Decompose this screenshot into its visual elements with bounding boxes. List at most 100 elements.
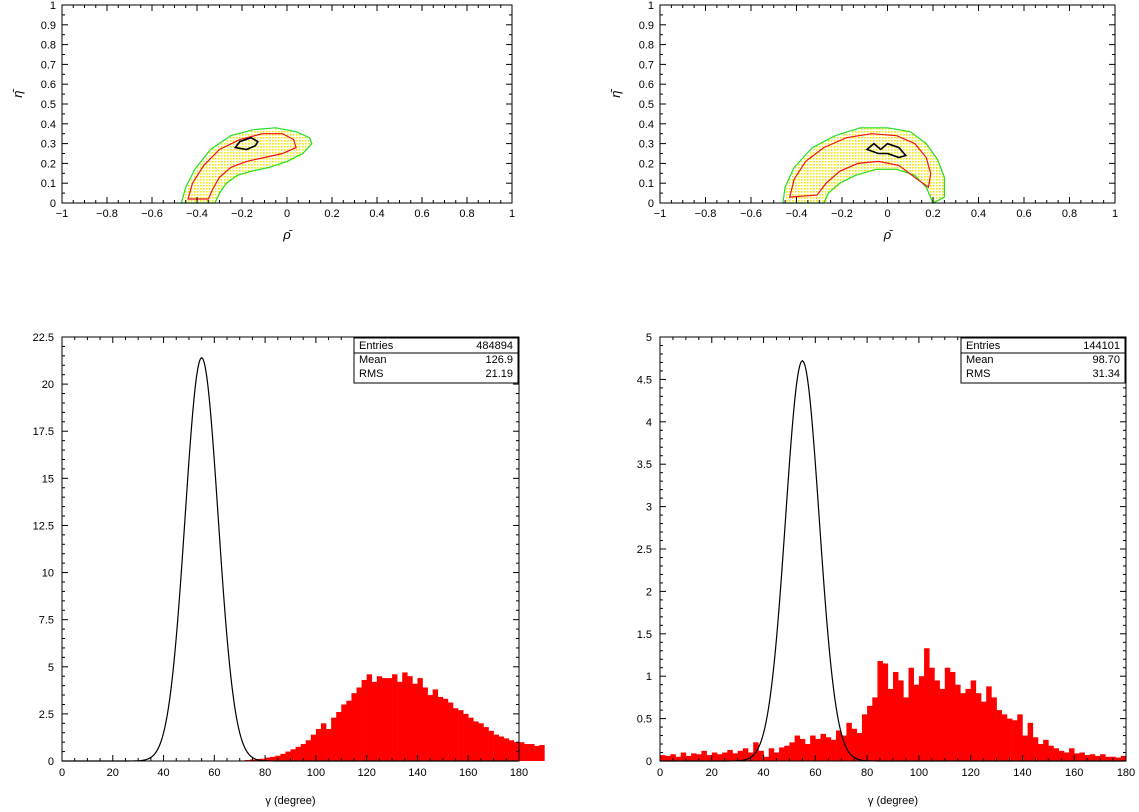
density-dot xyxy=(822,146,824,148)
x-tick-label: 0.4 xyxy=(971,208,986,220)
density-dot xyxy=(927,185,929,187)
density-dot xyxy=(194,182,196,184)
density-dot xyxy=(912,143,914,145)
density-dot xyxy=(837,170,839,172)
density-dot xyxy=(233,137,235,139)
black-contour xyxy=(865,142,908,159)
density-dot xyxy=(804,158,806,160)
histogram-bar xyxy=(361,679,367,761)
density-dot xyxy=(236,152,238,154)
density-dot xyxy=(804,164,806,166)
x-tick-label: 140 xyxy=(408,767,426,779)
density-dot xyxy=(275,146,277,148)
density-dot xyxy=(930,152,932,154)
density-dot xyxy=(891,149,893,151)
density-dot xyxy=(843,149,845,151)
density-dot xyxy=(215,167,217,169)
density-dot xyxy=(924,161,926,163)
density-dot xyxy=(849,146,851,148)
histogram-bar xyxy=(929,667,935,761)
density-dot xyxy=(822,200,824,202)
x-tick-label: 180 xyxy=(510,767,528,779)
density-dot xyxy=(924,173,926,175)
density-dot xyxy=(188,188,190,190)
density-dot xyxy=(206,173,208,175)
density-dot xyxy=(801,176,803,178)
histogram-bar xyxy=(711,752,718,761)
density-dot xyxy=(840,173,842,175)
density-dot xyxy=(939,194,941,196)
density-dot xyxy=(894,158,896,160)
density-dot xyxy=(918,176,920,178)
density-dot xyxy=(837,173,839,175)
density-dot xyxy=(789,179,791,181)
density-dot xyxy=(236,143,238,145)
density-dot xyxy=(212,152,214,154)
histogram-bar xyxy=(903,697,909,761)
density-dot xyxy=(269,158,271,160)
histogram-bar xyxy=(685,755,692,761)
density-dot xyxy=(828,140,830,142)
density-dot xyxy=(278,131,280,133)
density-dot xyxy=(900,143,902,145)
density-dot xyxy=(792,188,794,190)
density-dot xyxy=(825,164,827,166)
x-tick-label: 1 xyxy=(509,208,515,220)
density-dot xyxy=(825,158,827,160)
density-dot xyxy=(224,170,226,172)
density-dot xyxy=(795,179,797,181)
density-dot xyxy=(900,167,902,169)
density-dot xyxy=(879,143,881,145)
density-dot xyxy=(918,146,920,148)
density-dot xyxy=(927,188,929,190)
histogram-chart-4: 0 20 40 60 80 100 120 140 160 180 0 0.5 1 1.5 2 2.5 3 3.5… xyxy=(637,332,1135,807)
density-dot xyxy=(813,170,815,172)
density-dot xyxy=(798,176,800,178)
density-dot xyxy=(206,191,208,193)
y-tick-label: 2 xyxy=(646,586,652,598)
density-dot xyxy=(804,170,806,172)
density-dot xyxy=(822,173,824,175)
density-dot xyxy=(876,128,878,130)
density-dot xyxy=(906,137,908,139)
density-dot xyxy=(203,197,205,199)
density-dot xyxy=(924,152,926,154)
density-dot xyxy=(882,131,884,133)
density-dot xyxy=(816,167,818,169)
histogram-bar xyxy=(1048,745,1054,761)
density-dot xyxy=(936,164,938,166)
density-dot xyxy=(813,164,815,166)
density-dot xyxy=(900,131,902,133)
histogram-bar xyxy=(830,739,837,761)
density-dot xyxy=(230,170,232,172)
density-dot xyxy=(203,179,205,181)
density-dot xyxy=(287,158,289,160)
density-dot xyxy=(263,161,265,163)
density-dot xyxy=(885,128,887,130)
density-dot xyxy=(807,197,809,199)
density-dot xyxy=(831,158,833,160)
x-tick-label: −0.8 xyxy=(96,208,118,220)
density-dot xyxy=(245,173,247,175)
density-dot xyxy=(822,176,824,178)
density-dot xyxy=(221,167,223,169)
density-dot xyxy=(813,161,815,163)
density-dot xyxy=(212,194,214,196)
density-dot xyxy=(894,167,896,169)
density-dot xyxy=(843,173,845,175)
density-dot xyxy=(858,155,860,157)
density-dot xyxy=(876,137,878,139)
histogram-bar xyxy=(300,744,307,761)
density-dot xyxy=(188,191,190,193)
density-dot xyxy=(795,194,797,196)
histogram-bar xyxy=(820,733,826,761)
x-axis-label: γ (degree) xyxy=(265,795,315,807)
density-dot xyxy=(831,146,833,148)
density-dot xyxy=(861,137,863,139)
density-dot xyxy=(930,170,932,172)
density-dot xyxy=(296,155,298,157)
density-dot xyxy=(873,152,875,154)
density-dot xyxy=(795,185,797,187)
histogram-bar xyxy=(458,710,464,761)
density-dot xyxy=(849,167,851,169)
